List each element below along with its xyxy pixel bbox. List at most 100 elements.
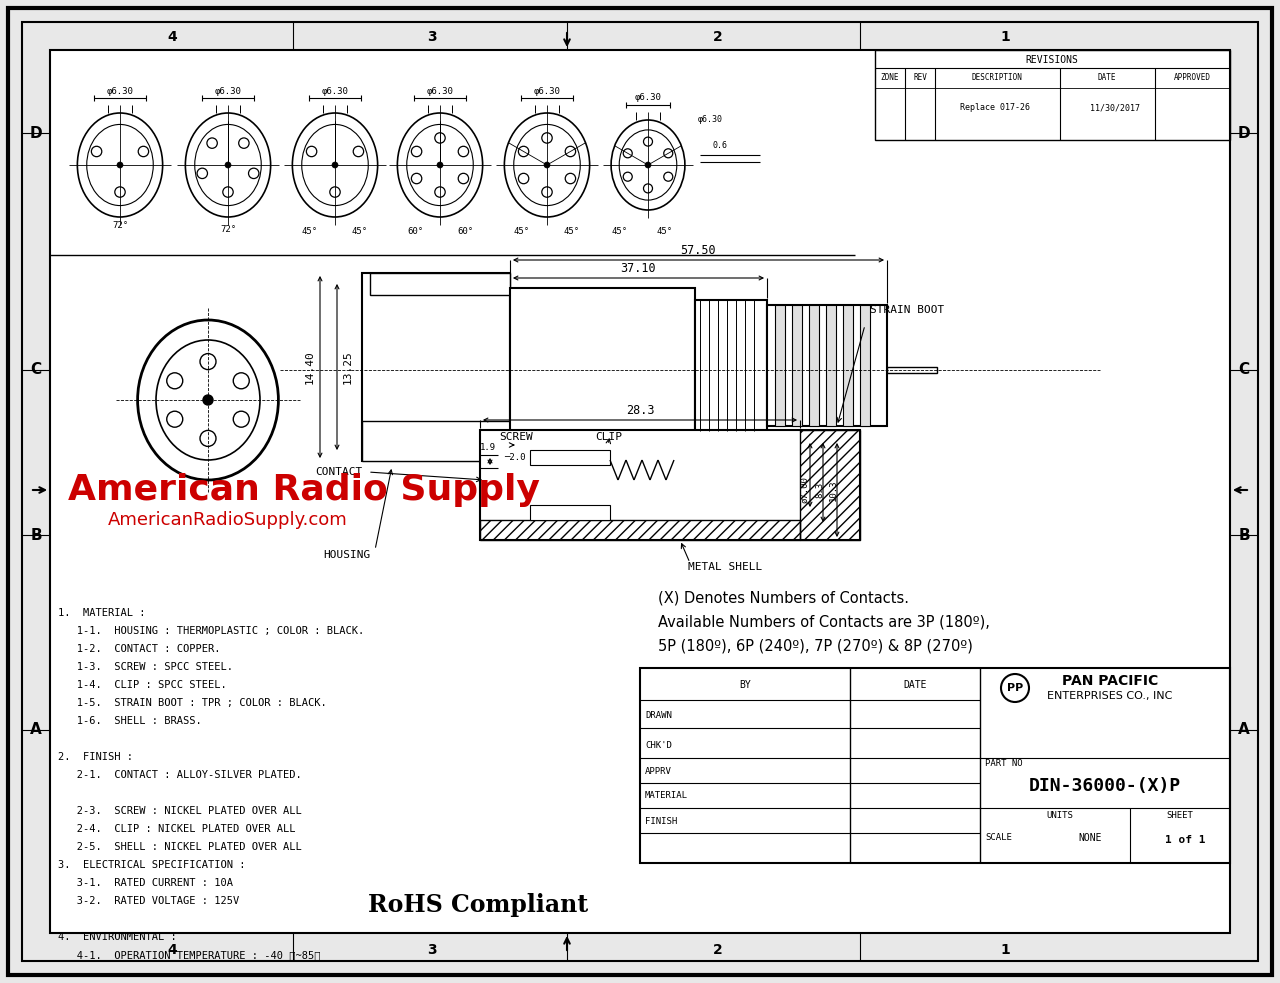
Text: APPRV: APPRV xyxy=(645,767,672,776)
Text: 13.25: 13.25 xyxy=(343,350,353,384)
Text: 1: 1 xyxy=(1000,30,1010,44)
Text: Replace 017-26: Replace 017-26 xyxy=(960,103,1030,112)
Text: 2-3.  SCREW : NICKEL PLATED OVER ALL: 2-3. SCREW : NICKEL PLATED OVER ALL xyxy=(58,806,302,816)
Bar xyxy=(370,273,509,295)
Bar xyxy=(860,305,870,426)
Text: φ6.30: φ6.30 xyxy=(321,87,348,95)
Text: 2-4.  CLIP : NICKEL PLATED OVER ALL: 2-4. CLIP : NICKEL PLATED OVER ALL xyxy=(58,824,296,834)
Text: 1-5.  STRAIN BOOT : TPR ; COLOR : BLACK.: 1-5. STRAIN BOOT : TPR ; COLOR : BLACK. xyxy=(58,698,326,708)
Text: (X) Denotes Numbers of Contacts.: (X) Denotes Numbers of Contacts. xyxy=(658,591,909,606)
Text: CLIP: CLIP xyxy=(595,432,622,442)
Text: METAL SHELL: METAL SHELL xyxy=(689,562,763,572)
Text: D: D xyxy=(1238,126,1251,141)
Text: 45°: 45° xyxy=(352,227,369,237)
Bar xyxy=(774,305,785,426)
Text: B: B xyxy=(31,528,42,543)
Text: 11/30/2017: 11/30/2017 xyxy=(1091,103,1140,112)
Text: HOUSING: HOUSING xyxy=(323,550,370,560)
Circle shape xyxy=(332,162,338,168)
Text: 0.6: 0.6 xyxy=(713,141,727,149)
Text: American Radio Supply: American Radio Supply xyxy=(68,473,540,507)
Text: A: A xyxy=(31,723,42,737)
Text: 3: 3 xyxy=(428,943,436,957)
Text: ENTERPRISES CO., INC: ENTERPRISES CO., INC xyxy=(1047,691,1172,701)
Bar xyxy=(876,50,1230,140)
Bar xyxy=(887,367,937,373)
Text: 57.50: 57.50 xyxy=(680,244,716,257)
Text: 1-3.  SCREW : SPCC STEEL.: 1-3. SCREW : SPCC STEEL. xyxy=(58,662,233,672)
Text: 45°: 45° xyxy=(657,227,673,237)
Text: 1.  MATERIAL :: 1. MATERIAL : xyxy=(58,608,146,618)
Circle shape xyxy=(225,162,230,168)
Bar xyxy=(530,450,611,465)
Bar xyxy=(844,305,852,426)
Text: φ6.30: φ6.30 xyxy=(215,87,242,95)
Text: ZONE: ZONE xyxy=(881,74,900,83)
Text: CHK'D: CHK'D xyxy=(645,741,672,750)
Text: A: A xyxy=(1238,723,1249,737)
Text: φ6.30: φ6.30 xyxy=(698,115,722,125)
Circle shape xyxy=(436,162,443,168)
Text: 2: 2 xyxy=(713,943,723,957)
Bar xyxy=(480,520,800,540)
Text: φ6.30: φ6.30 xyxy=(534,87,561,95)
Text: RoHS Compliant: RoHS Compliant xyxy=(367,893,588,917)
Text: 1.9: 1.9 xyxy=(480,443,497,452)
Text: 1-6.  SHELL : BRASS.: 1-6. SHELL : BRASS. xyxy=(58,716,202,726)
Bar xyxy=(50,50,1230,933)
Text: BY: BY xyxy=(739,680,751,690)
Text: REVISIONS: REVISIONS xyxy=(1025,55,1079,65)
Circle shape xyxy=(116,162,123,168)
Text: DIN-36000-(X)P: DIN-36000-(X)P xyxy=(1029,777,1181,795)
Text: DATE: DATE xyxy=(904,680,927,690)
Text: C: C xyxy=(1239,363,1249,377)
Text: PART NO: PART NO xyxy=(986,759,1023,768)
Text: 45°: 45° xyxy=(302,227,317,237)
Bar xyxy=(809,305,819,426)
Bar xyxy=(362,421,509,461)
Text: 60°: 60° xyxy=(407,227,424,237)
Text: C: C xyxy=(31,363,41,377)
Text: FINISH: FINISH xyxy=(645,817,677,826)
Text: 60°: 60° xyxy=(457,227,474,237)
Text: UNITS: UNITS xyxy=(1047,812,1074,821)
Text: 2-5.  SHELL : NICKEL PLATED OVER ALL: 2-5. SHELL : NICKEL PLATED OVER ALL xyxy=(58,842,302,852)
Circle shape xyxy=(544,162,550,168)
Bar xyxy=(800,430,860,540)
Circle shape xyxy=(645,162,652,168)
Text: 3-1.  RATED CURRENT : 10A: 3-1. RATED CURRENT : 10A xyxy=(58,878,233,888)
Text: φ6.30: φ6.30 xyxy=(426,87,453,95)
Bar xyxy=(826,305,836,426)
Text: 3: 3 xyxy=(428,30,436,44)
Text: SCREW: SCREW xyxy=(499,432,532,442)
Text: 2: 2 xyxy=(713,30,723,44)
Text: SHEET: SHEET xyxy=(1166,812,1193,821)
Text: 14.40: 14.40 xyxy=(305,350,315,384)
Circle shape xyxy=(204,395,212,405)
Text: 1-2.  CONTACT : COPPER.: 1-2. CONTACT : COPPER. xyxy=(58,644,220,654)
Text: 45°: 45° xyxy=(564,227,580,237)
Text: REV: REV xyxy=(913,74,927,83)
Text: 72°: 72° xyxy=(220,225,236,235)
Text: φ6.30: φ6.30 xyxy=(106,87,133,95)
Text: PAN PACIFIC: PAN PACIFIC xyxy=(1062,674,1158,688)
Bar xyxy=(509,288,695,443)
Text: PP: PP xyxy=(1007,683,1023,693)
Text: 45°: 45° xyxy=(612,227,628,237)
Text: 8.3: 8.3 xyxy=(815,482,824,498)
Text: ø7.00: ø7.00 xyxy=(800,477,809,503)
Text: 2.  FINISH :: 2. FINISH : xyxy=(58,752,133,762)
Text: 72°: 72° xyxy=(111,220,128,229)
Text: AmericanRadioSupply.com: AmericanRadioSupply.com xyxy=(108,511,348,529)
Text: 1-1.  HOUSING : THERMOPLASTIC ; COLOR : BLACK.: 1-1. HOUSING : THERMOPLASTIC ; COLOR : B… xyxy=(58,626,365,636)
Text: 3-2.  RATED VOLTAGE : 125V: 3-2. RATED VOLTAGE : 125V xyxy=(58,896,239,906)
Bar xyxy=(792,305,803,426)
Text: 28.3: 28.3 xyxy=(626,403,654,417)
Text: 45°: 45° xyxy=(515,227,530,237)
Text: 37.10: 37.10 xyxy=(621,261,655,274)
Text: DATE: DATE xyxy=(1098,74,1116,83)
Bar xyxy=(695,300,767,431)
Text: APPROVED: APPROVED xyxy=(1174,74,1211,83)
Text: D: D xyxy=(29,126,42,141)
Bar xyxy=(362,273,509,461)
